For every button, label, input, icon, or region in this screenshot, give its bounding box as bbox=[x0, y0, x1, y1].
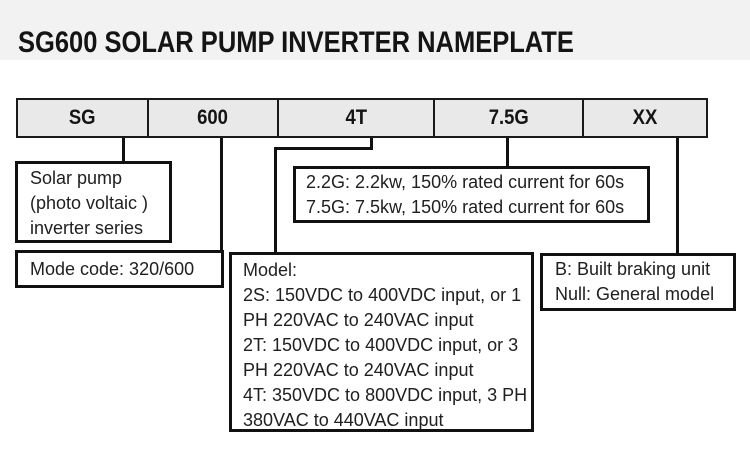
model-line: 2S: 150VDC to 400VDC input, or 1 bbox=[243, 285, 522, 305]
code-segment-row: SG 600 4T 7.5G XX bbox=[16, 98, 708, 138]
code-segment-cell-xx: XX bbox=[582, 98, 708, 138]
braking-callout-box: B: Built braking unit Null: General mode… bbox=[540, 253, 736, 311]
power-rating-line: 2.2G: 2.2kw, 150% rated current for 60s bbox=[306, 172, 625, 192]
code-segment-cell-4t: 4T bbox=[277, 98, 435, 138]
page-title: SG600 SOLAR PUMP INVERTER NAMEPLATE bbox=[18, 26, 574, 59]
series-callout-box: Solar pump (photo voltaic ) inverter ser… bbox=[15, 161, 172, 243]
braking-line: Null: General model bbox=[555, 284, 715, 304]
mode-code-callout-box: Mode code: 320/600 bbox=[15, 250, 224, 288]
model-line: 4T: 350VDC to 800VDC input, 3 PH bbox=[243, 385, 528, 405]
code-segment-label: 600 bbox=[197, 106, 229, 129]
model-callout-box: Model: 2S: 150VDC to 400VDC input, or 1 … bbox=[229, 252, 534, 432]
mode-code-text: Mode code: 320/600 bbox=[30, 259, 195, 279]
model-line: PH 220VAC to 240VAC input bbox=[243, 360, 474, 380]
power-rating-callout-box: 2.2G: 2.2kw, 150% rated current for 60s … bbox=[293, 166, 650, 223]
connector-4t-stub bbox=[370, 138, 373, 150]
connector-600-to-mode-code bbox=[220, 138, 223, 252]
series-line: (photo voltaic ) bbox=[30, 193, 149, 213]
code-segment-cell-75g: 7.5G bbox=[433, 98, 584, 138]
title-band bbox=[0, 0, 750, 60]
connector-4t-to-model bbox=[274, 147, 277, 254]
code-segment-label: 7.5G bbox=[488, 106, 529, 129]
model-line: 380VAC to 440VAC input bbox=[243, 410, 444, 430]
code-segment-label: SG bbox=[69, 106, 96, 129]
connector-xx-to-braking bbox=[676, 138, 679, 255]
code-segment-label: 4T bbox=[345, 106, 367, 129]
connector-sg-to-series bbox=[122, 138, 125, 164]
braking-line: B: Built braking unit bbox=[555, 259, 711, 279]
series-line: inverter series bbox=[30, 218, 144, 238]
code-segment-cell-sg: SG bbox=[16, 98, 149, 138]
code-segment-label: XX bbox=[632, 106, 658, 129]
series-line: Solar pump bbox=[30, 168, 123, 188]
code-segment-cell-600: 600 bbox=[147, 98, 279, 138]
model-line: PH 220VAC to 240VAC input bbox=[243, 310, 474, 330]
connector-4t-horizontal bbox=[274, 147, 373, 150]
model-line: Model: bbox=[243, 260, 298, 280]
model-line: 2T: 150VDC to 400VDC input, or 3 bbox=[243, 335, 519, 355]
connector-75g-to-rating bbox=[506, 138, 509, 168]
power-rating-line: 7.5G: 7.5kw, 150% rated current for 60s bbox=[306, 197, 625, 217]
